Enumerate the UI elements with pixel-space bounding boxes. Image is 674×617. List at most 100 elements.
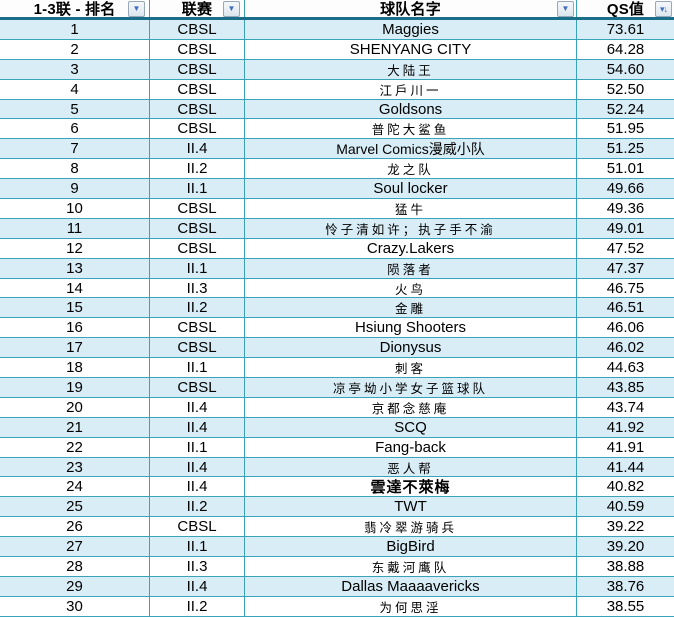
team-name-cell[interactable]: 雲達不萊梅	[245, 477, 577, 497]
qs-value-cell[interactable]: 41.91	[606, 438, 645, 456]
qs-value-cell[interactable]: 46.02	[606, 339, 645, 357]
column-header-league[interactable]: 联赛 ▼	[150, 0, 245, 17]
league-cell[interactable]: CBSL	[150, 59, 245, 79]
rank-cell[interactable]: 14	[0, 278, 150, 298]
qs-value-cell[interactable]: 39.20	[606, 538, 645, 556]
league-cell[interactable]: CBSL	[150, 119, 245, 139]
qs-value-cell[interactable]: 40.59	[606, 498, 645, 516]
qs-value-cell[interactable]: 49.66	[606, 180, 645, 198]
league-cell[interactable]: CBSL	[150, 79, 245, 99]
rank-cell[interactable]: 17	[0, 338, 150, 358]
rank-cell[interactable]: 7	[0, 139, 150, 159]
team-name-cell[interactable]: Soul locker	[245, 179, 577, 199]
qs-value-cell[interactable]: 51.95	[606, 120, 645, 138]
rank-cell[interactable]: 8	[0, 159, 150, 179]
qs-value-cell[interactable]: 64.28	[606, 40, 645, 58]
rank-cell[interactable]: 5	[0, 99, 150, 119]
rank-cell[interactable]: 21	[0, 417, 150, 437]
qs-value-cell[interactable]: 52.24	[606, 100, 645, 118]
team-name-cell[interactable]: 龙之队	[245, 159, 577, 179]
rank-cell[interactable]: 30	[0, 596, 150, 616]
qs-value-cell[interactable]: 54.60	[606, 60, 645, 78]
league-cell[interactable]: CBSL	[150, 99, 245, 119]
league-cell[interactable]: II.4	[150, 397, 245, 417]
team-name-cell[interactable]: Maggies	[245, 20, 577, 39]
qs-value-cell[interactable]: 73.61	[606, 20, 645, 38]
team-name-cell[interactable]: Crazy.Lakers	[245, 238, 577, 258]
rank-cell[interactable]: 20	[0, 397, 150, 417]
qs-value-cell[interactable]: 41.44	[606, 458, 645, 476]
qs-value-cell[interactable]: 43.85	[606, 378, 645, 396]
qs-value-cell[interactable]: 51.25	[606, 140, 645, 158]
league-cell[interactable]: II.2	[150, 298, 245, 318]
qs-value-cell[interactable]: 39.22	[606, 518, 645, 536]
team-name-cell[interactable]: SCQ	[245, 417, 577, 437]
qs-value-cell[interactable]: 47.37	[606, 259, 645, 277]
filter-dropdown-icon[interactable]: ▼	[223, 1, 240, 17]
team-name-cell[interactable]: 怜子清如许；执子手不渝	[245, 218, 577, 238]
league-cell[interactable]: II.1	[150, 358, 245, 378]
qs-value-cell[interactable]: 38.88	[606, 557, 645, 575]
league-cell[interactable]: CBSL	[150, 218, 245, 238]
team-name-cell[interactable]: 金雕	[245, 298, 577, 318]
team-name-cell[interactable]: Goldsons	[245, 99, 577, 119]
league-cell[interactable]: II.3	[150, 557, 245, 576]
qs-value-cell[interactable]: 52.50	[606, 80, 645, 98]
rank-cell[interactable]: 1	[0, 20, 150, 39]
qs-value-cell[interactable]: 40.82	[606, 478, 645, 496]
league-cell[interactable]: II.1	[150, 437, 245, 457]
team-name-cell[interactable]: 恶人帮	[245, 457, 577, 477]
league-cell[interactable]: II.4	[150, 457, 245, 477]
qs-value-cell[interactable]: 38.76	[606, 577, 645, 595]
rank-cell[interactable]: 28	[0, 557, 150, 576]
rank-cell[interactable]: 12	[0, 238, 150, 258]
league-cell[interactable]: CBSL	[150, 318, 245, 338]
qs-value-cell[interactable]: 49.01	[606, 219, 645, 237]
rank-cell[interactable]: 27	[0, 537, 150, 557]
team-name-cell[interactable]: SHENYANG CITY	[245, 39, 577, 59]
team-name-cell[interactable]: Dionysus	[245, 338, 577, 358]
league-cell[interactable]: CBSL	[150, 199, 245, 218]
league-cell[interactable]: II.2	[150, 596, 245, 616]
rank-cell[interactable]: 25	[0, 497, 150, 517]
team-name-cell[interactable]: BigBird	[245, 537, 577, 557]
rank-cell[interactable]: 24	[0, 477, 150, 497]
league-cell[interactable]: CBSL	[150, 20, 245, 39]
team-name-cell[interactable]: 大陆王	[245, 59, 577, 79]
league-cell[interactable]: II.3	[150, 278, 245, 298]
qs-value-cell[interactable]: 44.63	[606, 359, 645, 377]
team-name-cell[interactable]: 陨落者	[245, 258, 577, 278]
team-name-cell[interactable]: Marvel Comics漫威小队	[245, 139, 577, 159]
rank-cell[interactable]: 2	[0, 39, 150, 59]
rank-cell[interactable]: 11	[0, 218, 150, 238]
team-name-cell[interactable]: Hsiung Shooters	[245, 318, 577, 338]
league-cell[interactable]: CBSL	[150, 238, 245, 258]
qs-value-cell[interactable]: 51.01	[606, 160, 645, 178]
column-header-team[interactable]: 球队名字 ▼	[245, 0, 577, 17]
filter-dropdown-icon[interactable]: ▼	[557, 1, 574, 17]
team-name-cell[interactable]: 火鸟	[245, 278, 577, 298]
rank-cell[interactable]: 15	[0, 298, 150, 318]
rank-cell[interactable]: 6	[0, 119, 150, 139]
team-name-cell[interactable]: 凉亭坳小学女子篮球队	[245, 378, 577, 397]
league-cell[interactable]: II.4	[150, 139, 245, 159]
rank-cell[interactable]: 13	[0, 258, 150, 278]
team-name-cell[interactable]: 猛牛	[245, 199, 577, 218]
league-cell[interactable]: CBSL	[150, 517, 245, 537]
rank-cell[interactable]: 16	[0, 318, 150, 338]
rank-cell[interactable]: 29	[0, 576, 150, 596]
team-name-cell[interactable]: Fang-back	[245, 437, 577, 457]
team-name-cell[interactable]: Dallas Maaaavericks	[245, 576, 577, 596]
team-name-cell[interactable]: 翡冷翠游骑兵	[245, 517, 577, 537]
sort-descending-icon[interactable]: ▾↓	[655, 1, 672, 17]
league-cell[interactable]: II.2	[150, 497, 245, 517]
qs-value-cell[interactable]: 46.75	[606, 279, 645, 297]
league-cell[interactable]: CBSL	[150, 338, 245, 358]
league-cell[interactable]: CBSL	[150, 39, 245, 59]
qs-value-cell[interactable]: 47.52	[606, 239, 645, 257]
rank-cell[interactable]: 9	[0, 179, 150, 199]
rank-cell[interactable]: 26	[0, 517, 150, 537]
team-name-cell[interactable]: 京都念慈庵	[245, 397, 577, 417]
rank-cell[interactable]: 23	[0, 457, 150, 477]
team-name-cell[interactable]: TWT	[245, 497, 577, 517]
